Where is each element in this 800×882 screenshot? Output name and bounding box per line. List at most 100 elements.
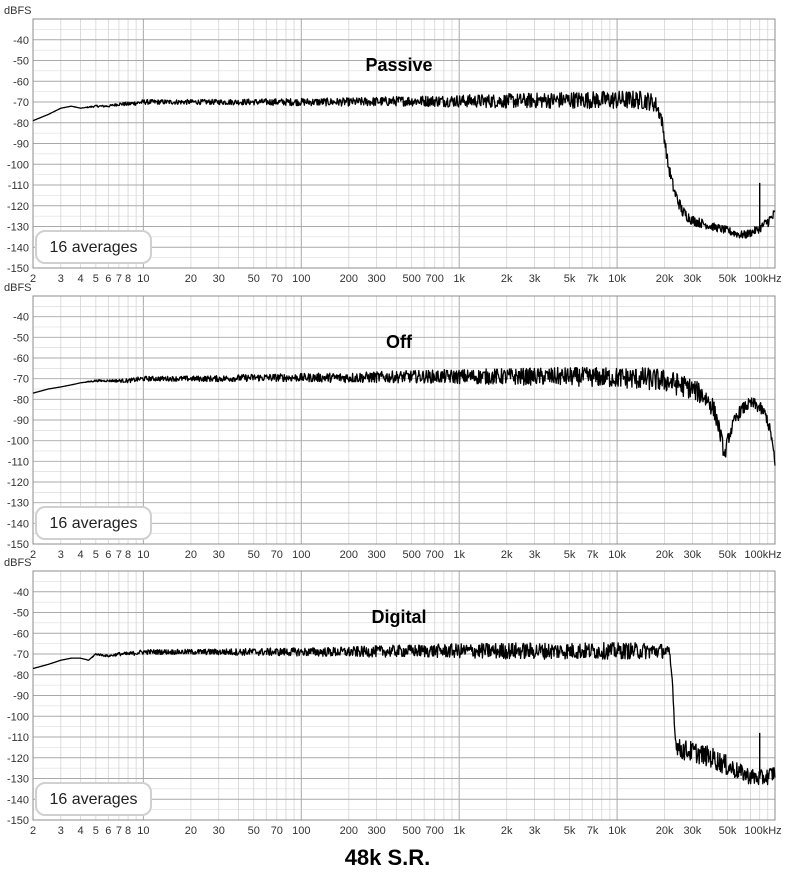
y-tick-label: -130: [7, 222, 29, 234]
chart-title: Digital: [371, 607, 426, 627]
x-tick-label: 10: [137, 273, 149, 285]
y-tick-label: -90: [13, 139, 29, 151]
y-axis-label: dBFS: [4, 5, 32, 17]
y-tick-label: -140: [7, 242, 29, 254]
y-tick-label: -140: [7, 794, 29, 806]
y-tick-label: -60: [13, 76, 29, 88]
x-tick-label: 5: [93, 273, 99, 285]
x-tick-label: 10k: [608, 825, 626, 837]
x-tick-label: 1k: [453, 273, 465, 285]
series-line: [32, 366, 776, 466]
chart-1: -40 -50 -60 -70 -80 -90 -100 -110 -120 -130 -140 -1…: [4, 5, 782, 285]
y-tick-label: -50: [13, 332, 29, 344]
x-tick-label: 70: [271, 549, 283, 561]
x-tick-label: 5k: [564, 273, 576, 285]
y-tick-label: -110: [8, 732, 29, 744]
x-tick-label: 300: [367, 825, 385, 837]
y-tick-label: -70: [13, 97, 29, 109]
y-tick-label: -150: [7, 263, 29, 275]
x-tick-label: 100: [292, 273, 310, 285]
x-tick-label: 50: [248, 549, 260, 561]
plot-frame: [32, 295, 776, 545]
y-tick-label: -100: [7, 436, 29, 448]
x-tick-label: 6: [105, 273, 111, 285]
x-tick-label: 10: [137, 825, 149, 837]
x-tick-label: 5: [93, 549, 99, 561]
y-tick-label: -150: [7, 539, 29, 551]
x-tick-label: 20k: [656, 825, 674, 837]
y-tick-label: -150: [7, 815, 29, 827]
chart-title: Off: [386, 332, 413, 352]
x-tick-label: 500: [402, 825, 420, 837]
x-tick-label: 50: [248, 825, 260, 837]
x-tick-label: 3: [58, 825, 64, 837]
y-tick-label: -120: [7, 477, 29, 489]
x-tick-label: 100kHz: [744, 273, 781, 285]
plot-frame: [32, 570, 776, 821]
y-tick-label: -90: [13, 415, 29, 427]
averages-label: 16 averages: [49, 515, 137, 532]
y-tick-label: -80: [13, 670, 29, 682]
y-tick-label: -40: [13, 35, 29, 47]
x-tick-label: 50k: [719, 549, 737, 561]
x-tick-label: 3k: [529, 549, 541, 561]
x-tick-label: 20k: [656, 273, 674, 285]
x-tick-label: 2: [30, 273, 36, 285]
x-tick-label: 30: [213, 273, 225, 285]
x-tick-label: 10: [137, 549, 149, 561]
x-tick-label: 200: [340, 825, 358, 837]
x-tick-label: 3: [58, 549, 64, 561]
x-tick-label: 7: [116, 549, 122, 561]
x-tick-label: 7: [116, 273, 122, 285]
averages-badge: [35, 506, 152, 540]
averages-label: 16 averages: [49, 791, 137, 808]
y-tick-label: -130: [7, 498, 29, 510]
x-tick-label: 300: [367, 549, 385, 561]
x-tick-label: 2k: [501, 825, 513, 837]
plot-frame: [32, 18, 776, 269]
x-tick-label: 30: [213, 825, 225, 837]
chart-3: -40 -50 -60 -70 -80 -90 -100 -110 -120 -130 -140 -1…: [4, 557, 782, 837]
series-line: [32, 90, 776, 239]
x-tick-label: 4: [77, 825, 83, 837]
x-tick-label: 20k: [656, 549, 674, 561]
y-tick-label: -40: [13, 587, 29, 599]
x-tick-label: 8: [125, 273, 131, 285]
x-tick-label: 4: [77, 273, 83, 285]
x-tick-label: 1k: [453, 549, 465, 561]
x-tick-label: 5: [93, 825, 99, 837]
y-tick-label: -100: [7, 159, 29, 171]
x-tick-label: 10k: [608, 549, 626, 561]
y-tick-label: -60: [13, 628, 29, 640]
x-tick-label: 300: [367, 273, 385, 285]
x-tick-label: 100: [292, 549, 310, 561]
y-tick-label: -120: [7, 753, 29, 765]
x-tick-label: 20: [185, 273, 197, 285]
x-tick-label: 200: [340, 549, 358, 561]
y-tick-label: -110: [8, 456, 29, 468]
x-tick-label: 2: [30, 825, 36, 837]
x-tick-label: 30k: [684, 273, 702, 285]
y-tick-label: -80: [13, 394, 29, 406]
x-tick-label: 50: [248, 273, 260, 285]
y-tick-label: -60: [13, 353, 29, 365]
y-axis-label: dBFS: [4, 557, 32, 569]
y-tick-label: -140: [7, 518, 29, 530]
chart-title: Passive: [365, 55, 432, 75]
x-tick-label: 70: [271, 273, 283, 285]
y-tick-label: -70: [13, 374, 29, 386]
x-tick-label: 3: [58, 273, 64, 285]
x-tick-label: 5k: [564, 825, 576, 837]
figure-caption: 48k S.R.: [344, 845, 431, 870]
x-tick-label: 3k: [529, 825, 541, 837]
x-tick-label: 20: [185, 825, 197, 837]
series-line: [32, 642, 776, 786]
x-tick-label: 100kHz: [744, 825, 781, 837]
x-tick-label: 700: [426, 825, 444, 837]
x-tick-label: 50k: [719, 273, 737, 285]
x-tick-label: 2: [30, 549, 36, 561]
x-tick-label: 1k: [453, 825, 465, 837]
x-tick-label: 30k: [684, 825, 702, 837]
y-tick-label: -80: [13, 118, 29, 130]
x-tick-label: 100: [292, 825, 310, 837]
